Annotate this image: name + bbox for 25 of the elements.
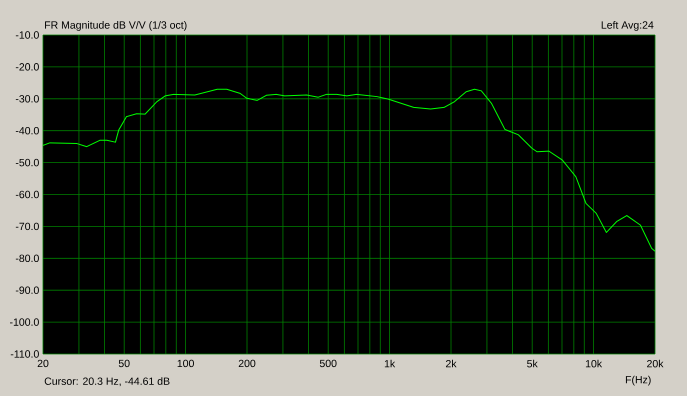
text: Cursor: 20.3 Hz, -44.61 dB (44, 377, 170, 386)
x-tick-label: 200 (238, 360, 256, 368)
x-tick-label: 1k (384, 360, 396, 368)
y-tick-label: -50.0 (16, 158, 39, 166)
x-tick-label: 2k (446, 360, 457, 368)
x-tick-label: 500 (320, 360, 337, 368)
x-tick-label: 10k (586, 360, 602, 368)
y-tick-label: -60.0 (16, 190, 39, 198)
y-tick-label: -40.0 (16, 126, 39, 134)
x-tick-label: 20k (647, 360, 664, 368)
y-tick-label: -10.0 (16, 31, 39, 39)
y-tick-label: -110.0 (10, 350, 39, 358)
chart-title: FR Magnitude dB V/V (1/3 oct) (45, 21, 187, 31)
x-tick-label: 50 (118, 360, 130, 368)
y-tick-label: -80.0 (16, 254, 39, 262)
text: Left Avg:24 (602, 21, 654, 31)
y-tick-label: -100.0 (10, 318, 39, 326)
y-tick-label: -30.0 (16, 95, 39, 103)
x-tick-label: 5k (527, 360, 538, 368)
x-tick-label: 100 (178, 360, 194, 368)
y-tick-label: -20.0 (16, 63, 39, 71)
y-tick-label: -70.0 (16, 222, 39, 230)
y-tick-label: -90.0 (16, 286, 39, 294)
x-axis-title: F(Hz) (626, 376, 651, 386)
x-tick-label: 20 (38, 360, 48, 368)
